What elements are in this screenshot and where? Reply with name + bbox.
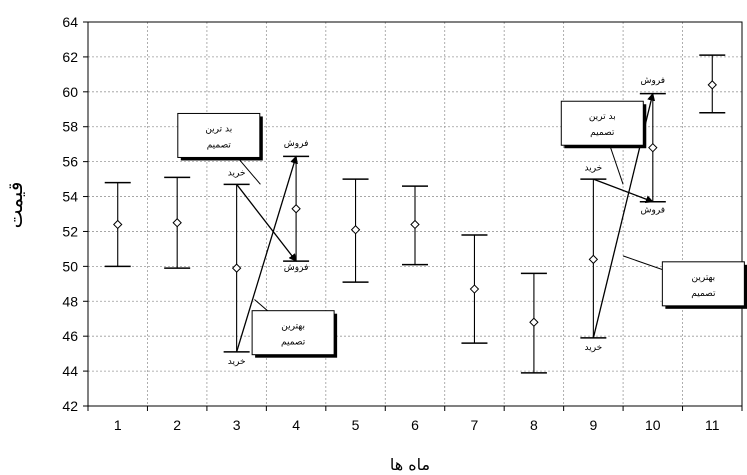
callout-line-2: تصمیم (281, 338, 306, 348)
mean-marker (231, 263, 242, 273)
mean-marker (113, 219, 123, 230)
y-tick-label: 58 (62, 119, 78, 135)
x-tick-label: 5 (352, 417, 360, 433)
x-tick-label: 4 (292, 417, 300, 433)
mean-marker (350, 225, 361, 235)
x-tick-label: 9 (589, 417, 597, 433)
mean-marker (648, 142, 658, 153)
x-tick-label: 6 (411, 417, 419, 433)
mean-marker (469, 284, 480, 294)
x-tick-label: 7 (471, 417, 479, 433)
decision-arrow (593, 178, 654, 204)
trade-label: فروش (284, 263, 309, 273)
trade-label: فروش (284, 139, 309, 149)
x-tick-label: 10 (645, 417, 661, 433)
x-tick-label: 1 (114, 417, 122, 433)
mean-marker (529, 317, 539, 327)
y-tick-label: 50 (62, 258, 78, 274)
mean-marker (410, 219, 420, 230)
callout-line-1: بد ترین (589, 112, 616, 122)
callout-line-2: تصمیم (207, 140, 232, 150)
mean-marker (588, 254, 599, 265)
x-tick-label: 2 (173, 417, 181, 433)
mean-marker (291, 204, 301, 214)
y-tick-label: 54 (62, 189, 78, 205)
callout-line-1: بهترین (692, 273, 716, 283)
plot-area-frame (87, 21, 743, 407)
callout-box (661, 261, 745, 307)
callout-box (177, 112, 261, 158)
y-tick-label: 60 (62, 84, 78, 100)
callout-box (560, 100, 644, 146)
callout-line-2: تصمیم (691, 289, 716, 299)
mean-marker (172, 218, 182, 228)
trade-label: خرید (584, 343, 602, 353)
decision-arrow (236, 155, 298, 353)
x-tick-label: 8 (530, 417, 538, 433)
callout-line-1: بهترین (281, 322, 305, 332)
mean-marker (707, 80, 717, 90)
y-axis-ticks: 42 44 46 48 50 52 54 56 58 60 62 64 (62, 14, 88, 414)
y-tick-label: 64 (62, 14, 78, 30)
trade-label: فروش (641, 76, 666, 86)
decision-arrow (236, 183, 297, 262)
y-tick-label: 56 (62, 154, 78, 170)
y-tick-label: 42 (62, 398, 78, 414)
y-axis-title: قیمت (3, 182, 27, 229)
callout-box (251, 310, 335, 356)
y-tick-label: 44 (62, 363, 78, 379)
trade-label: خرید (228, 357, 246, 367)
y-tick-label: 52 (62, 223, 78, 239)
x-axis-title: ماه ها (390, 455, 430, 474)
annotations: بد ترین تصمیم بهترین تصمیم بد ترین تصمیم بهتری… (177, 76, 747, 367)
callout-line-1: بد ترین (205, 124, 232, 134)
callout-line-2: تصمیم (590, 128, 615, 138)
x-axis-ticks: 1 2 3 4 5 6 7 8 9 10 11 (87, 406, 743, 433)
x-tick-label: 11 (705, 417, 720, 433)
y-tick-label: 62 (62, 49, 78, 65)
y-tick-label: 48 (62, 293, 78, 309)
trade-label: فروش (641, 205, 666, 215)
x-tick-label: 3 (233, 417, 241, 433)
y-tick-label: 46 (62, 328, 78, 344)
trade-label: خرید (584, 163, 602, 173)
trade-label: خرید (228, 169, 246, 179)
